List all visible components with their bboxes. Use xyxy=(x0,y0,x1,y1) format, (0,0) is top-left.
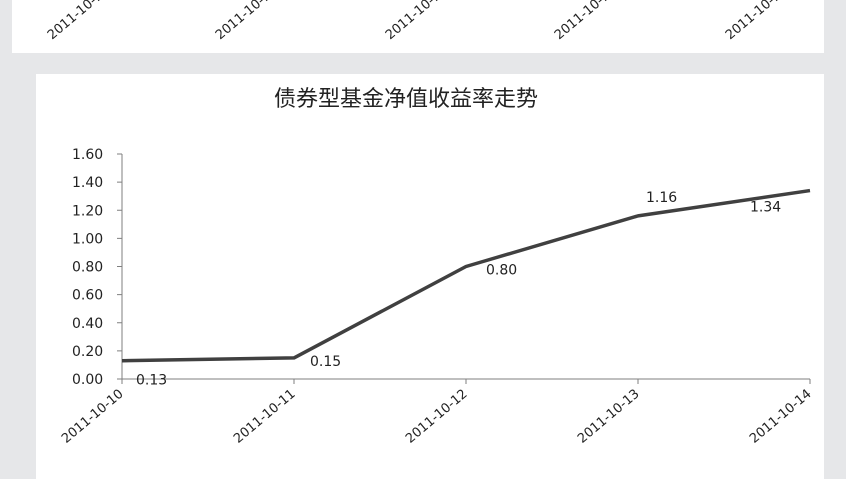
previous-x-tick-label: 2011-10-11 xyxy=(213,0,281,43)
previous-x-tick-label: 2011-10-10 xyxy=(45,0,113,43)
y-tick-label: 0.80 xyxy=(72,260,103,276)
data-label: 0.80 xyxy=(486,263,517,279)
line-chart: 债券型基金净值收益率走势 0.00 0.20 0.40 0.60 0.80 1.00 1.2… xyxy=(36,74,824,479)
data-label: 0.13 xyxy=(136,373,167,389)
series-line-group xyxy=(122,191,810,361)
x-tick-label: 2011-10-12 xyxy=(403,387,471,447)
y-tick-label: 0.20 xyxy=(72,344,103,360)
series-line xyxy=(122,191,810,361)
data-label: 1.34 xyxy=(750,200,781,216)
y-tick-label: 1.40 xyxy=(72,175,103,191)
chart-title: 债券型基金净值收益率走势 xyxy=(274,87,538,112)
x-tick-label: 2011-10-14 xyxy=(747,387,815,447)
previous-x-tick-label: 2011-10-12 xyxy=(383,0,451,43)
previous-x-tick-label: 2011-10-14 xyxy=(723,0,791,43)
y-tick-label: 0.00 xyxy=(72,372,103,388)
data-label: 1.16 xyxy=(646,190,677,206)
y-tick-label: 1.00 xyxy=(72,231,103,247)
previous-x-tick-label: 2011-10-13 xyxy=(552,0,620,43)
data-label: 0.15 xyxy=(310,354,341,370)
previous-chart-panel: 2011-10-10 2011-10-11 2011-10-12 2011-10-13… xyxy=(12,0,824,53)
y-tick-label: 0.40 xyxy=(72,316,103,332)
x-tick-label: 2011-10-13 xyxy=(575,387,643,447)
previous-chart-x-axis: 2011-10-10 2011-10-11 2011-10-12 2011-10-13… xyxy=(12,0,824,53)
y-tick-label: 1.60 xyxy=(72,147,103,163)
chart-panel: 债券型基金净值收益率走势 0.00 0.20 0.40 0.60 0.80 1.00 1.2… xyxy=(36,74,824,479)
y-tick-label: 1.20 xyxy=(72,203,103,219)
x-axis: 2011-10-10 2011-10-11 2011-10-12 2011-10-13… xyxy=(59,379,815,447)
y-axis: 0.00 0.20 0.40 0.60 0.80 1.00 1.20 1.40 1.60 xyxy=(72,147,122,388)
y-tick-label: 0.60 xyxy=(72,288,103,304)
x-tick-label: 2011-10-11 xyxy=(231,387,299,447)
x-tick-label: 2011-10-10 xyxy=(59,387,127,447)
